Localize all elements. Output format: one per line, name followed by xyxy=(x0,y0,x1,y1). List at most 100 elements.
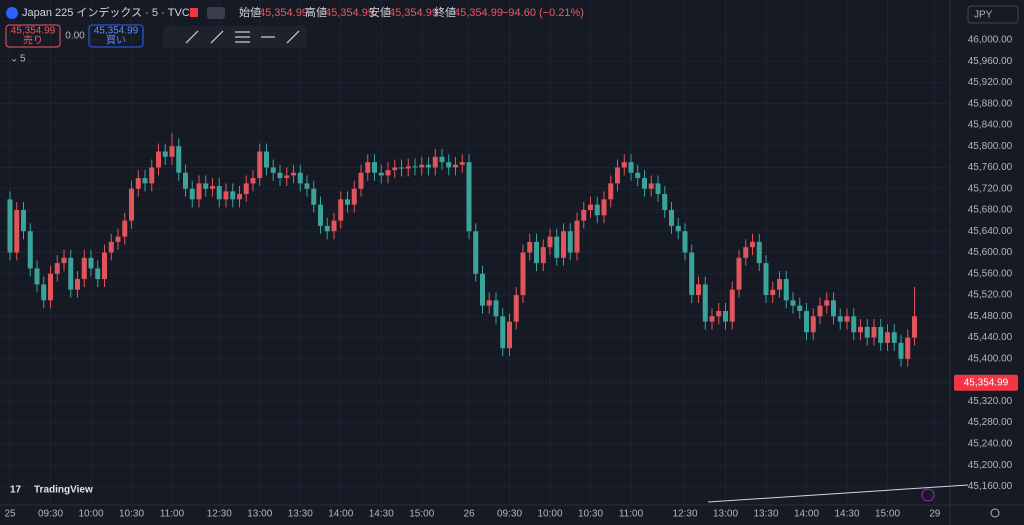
candle-body xyxy=(324,225,330,232)
branding: TradingView xyxy=(34,485,93,496)
last-price-label: 45,354.99 xyxy=(964,377,1009,388)
candle-body xyxy=(102,252,107,280)
candle-body xyxy=(81,257,87,280)
candle-body xyxy=(790,300,796,306)
sell-label: 売り xyxy=(23,34,43,47)
x-tick-label: 11:00 xyxy=(619,509,644,520)
candle-body xyxy=(736,257,742,290)
y-tick-label: 45,760.00 xyxy=(968,162,1013,173)
y-tick-label: 45,800.00 xyxy=(968,141,1013,152)
candle-body xyxy=(189,188,195,200)
scroll-line xyxy=(707,484,969,503)
candle-body xyxy=(669,209,674,226)
candle-body xyxy=(21,209,26,232)
buy-button[interactable] xyxy=(88,24,144,48)
buy-price: 45,354.99 xyxy=(94,26,139,37)
candle-body xyxy=(149,167,155,184)
candle-body xyxy=(898,342,904,359)
candle-body xyxy=(493,300,499,317)
y-tick-label: 45,960.00 xyxy=(968,56,1013,67)
low-label: 安値 xyxy=(369,5,391,19)
candle-body xyxy=(210,186,215,189)
spread: 0.00 xyxy=(65,31,85,42)
candle-body xyxy=(318,204,323,226)
candle-body xyxy=(7,199,13,253)
candle-body xyxy=(311,188,317,205)
alert-icon[interactable] xyxy=(921,488,935,502)
candle-body xyxy=(885,332,890,343)
close-value: 45,354.99 xyxy=(454,7,503,19)
x-tick-label: 13:30 xyxy=(288,509,313,520)
y-tick-label: 45,160.00 xyxy=(968,481,1013,492)
logo-mark: 17 xyxy=(10,485,22,496)
candle-body xyxy=(635,172,641,179)
x-tick-label: 09:30 xyxy=(497,509,522,520)
candle-body xyxy=(115,236,121,242)
x-tick-label: 12:30 xyxy=(672,509,697,520)
toolbar-icons[interactable] xyxy=(185,30,300,44)
y-tick-label: 45,600.00 xyxy=(968,247,1013,258)
x-tick-label: 12:30 xyxy=(207,509,232,520)
eye-toggle[interactable] xyxy=(207,7,225,19)
candle-body xyxy=(68,257,74,290)
candle-body xyxy=(837,316,843,322)
candle-body xyxy=(466,162,472,232)
candle-body xyxy=(257,151,263,179)
candle-body xyxy=(412,166,418,168)
candle-body xyxy=(399,167,404,169)
candle-body xyxy=(358,172,364,189)
settings-icon[interactable] xyxy=(990,508,1000,518)
candle-body xyxy=(439,156,445,163)
candle-body xyxy=(142,178,148,184)
candle-body xyxy=(156,151,161,168)
candle-body xyxy=(129,188,134,221)
x-tick-label: 14:30 xyxy=(834,509,859,520)
candle-body xyxy=(642,178,647,189)
candle-body xyxy=(601,199,607,216)
candle-body xyxy=(831,300,836,317)
x-tick-label: 14:00 xyxy=(794,509,819,520)
x-tick-label: 15:00 xyxy=(409,509,434,520)
candle-body xyxy=(432,156,438,168)
candle-body xyxy=(486,300,492,306)
y-tick-label: 45,480.00 xyxy=(968,311,1013,322)
candle-body xyxy=(763,263,769,296)
y-tick-label: 46,000.00 xyxy=(968,35,1013,46)
candle-body xyxy=(648,183,654,189)
candle-body xyxy=(891,332,897,343)
x-tick-label: 10:30 xyxy=(578,509,603,520)
x-tick-label: 09:30 xyxy=(38,509,63,520)
candle-body xyxy=(14,209,20,253)
x-tick-label: 10:00 xyxy=(537,509,562,520)
candle-body xyxy=(291,172,296,176)
candle-body xyxy=(689,252,695,296)
candle-body xyxy=(480,273,485,306)
sell-button[interactable] xyxy=(5,24,61,48)
candle-body xyxy=(243,183,249,195)
x-tick-label: 15:00 xyxy=(875,509,900,520)
y-tick-label: 45,240.00 xyxy=(968,439,1013,450)
candle-body xyxy=(608,183,614,200)
x-tick-label: 29 xyxy=(929,509,941,520)
candle-body xyxy=(628,162,634,173)
symbol-icon xyxy=(6,7,18,19)
candle-body xyxy=(851,316,857,333)
candle-body xyxy=(331,220,337,232)
collapse-arrow[interactable]: ⌄ xyxy=(10,54,18,65)
y-tick-label: 45,640.00 xyxy=(968,226,1013,237)
candle-body xyxy=(230,191,236,200)
low-value: 45,354.99 xyxy=(389,7,438,19)
x-tick-label: 13:00 xyxy=(713,509,738,520)
candle-body xyxy=(770,289,776,296)
flag-icon[interactable] xyxy=(190,8,198,17)
candle-body xyxy=(696,284,701,296)
buy-label: 買い xyxy=(106,35,126,47)
candle-body xyxy=(446,162,452,168)
currency-box[interactable] xyxy=(967,5,1019,24)
close-label: 終値 xyxy=(434,5,456,19)
candle-body xyxy=(655,183,661,195)
candle-body xyxy=(554,236,560,258)
y-tick-label: 45,880.00 xyxy=(968,98,1013,109)
candle-body xyxy=(48,273,53,301)
